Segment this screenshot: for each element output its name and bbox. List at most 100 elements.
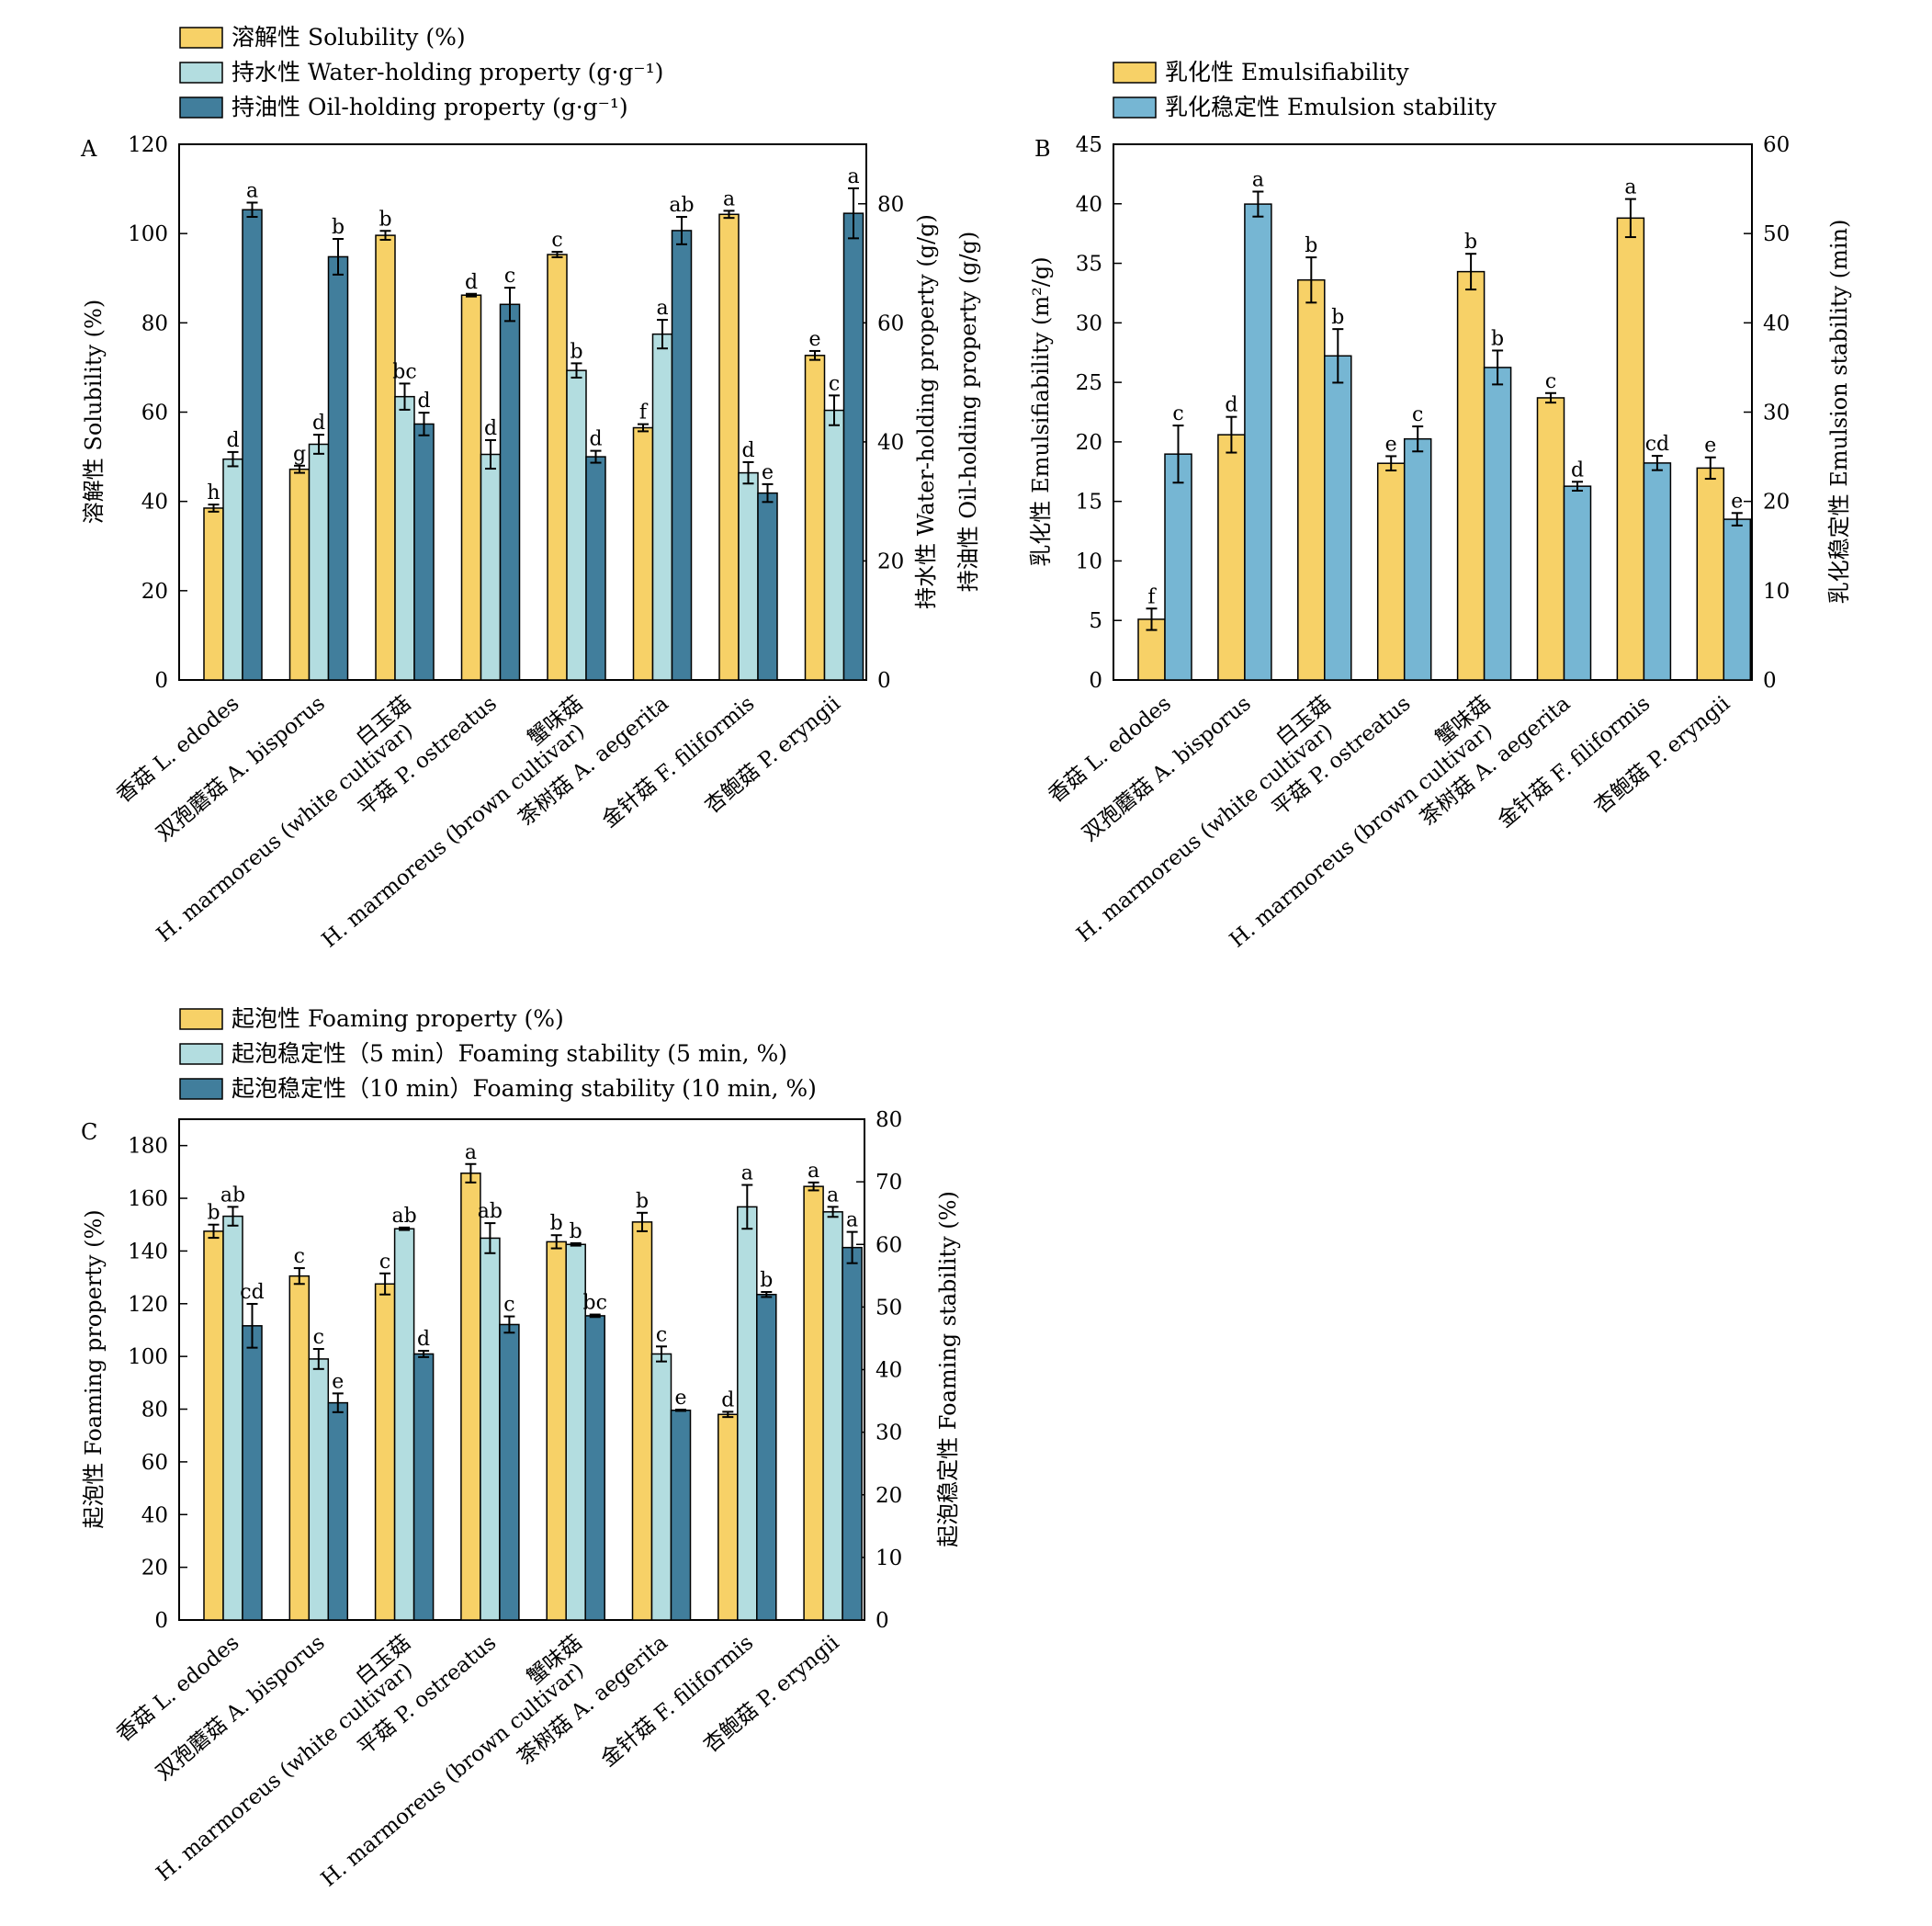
category-label: 杏鲍菇 P. eryngii <box>1590 692 1734 819</box>
legend-label: 持水性 Water-holding property (g·g⁻¹) <box>232 59 663 85</box>
right-tick-label: 10 <box>876 1546 902 1570</box>
y-axis-right-label: 持油性 Oil-holding property (g/g) <box>955 232 981 593</box>
significance-letter: a <box>656 297 668 320</box>
bar <box>1217 434 1246 681</box>
bar <box>1164 453 1192 681</box>
significance-letter: h <box>207 482 220 504</box>
significance-letter: a <box>846 1209 858 1232</box>
bar <box>1563 485 1592 681</box>
bar <box>738 471 759 681</box>
significance-letter: c <box>503 1294 514 1317</box>
legend-swatch <box>179 27 223 49</box>
left-tick-label: 0 <box>154 1609 168 1633</box>
bar <box>756 1294 777 1621</box>
bar <box>413 423 435 681</box>
bar <box>1643 462 1672 681</box>
chart-panel-c: 起泡性 Foaming property (%) 起泡稳定性（5 min）Foam… <box>81 1005 961 1892</box>
legend-label: 乳化稳定性 Emulsion stability <box>1165 94 1497 120</box>
bar <box>394 395 415 681</box>
left-tick-label: 80 <box>141 312 168 335</box>
panel-label: B <box>1034 136 1051 162</box>
left-tick-label: 120 <box>128 1293 168 1317</box>
right-tick-label: 40 <box>877 431 904 455</box>
left-tick-label: 80 <box>141 1399 168 1422</box>
right-tick-label: 50 <box>876 1296 902 1320</box>
significance-letter: d <box>484 417 497 440</box>
significance-letter: e <box>674 1387 686 1410</box>
bar <box>804 355 826 681</box>
significance-letter: e <box>808 328 820 351</box>
bar <box>671 230 693 681</box>
legend-label: 持油性 Oil-holding property (g·g⁻¹) <box>232 94 628 120</box>
significance-letter: b <box>1331 306 1344 329</box>
bar <box>374 1283 396 1621</box>
bar <box>412 1353 435 1621</box>
bar <box>1696 467 1725 681</box>
significance-letter: a <box>1624 176 1636 199</box>
legend-swatch <box>179 62 223 84</box>
bar <box>499 1323 520 1621</box>
bar <box>822 1211 843 1621</box>
bar <box>585 456 606 681</box>
bar <box>327 255 349 681</box>
significance-letter: d <box>1225 394 1237 417</box>
bar <box>375 234 396 681</box>
significance-letter: c <box>656 1323 667 1346</box>
bar <box>480 1237 501 1621</box>
left-tick-label: 160 <box>128 1187 168 1211</box>
significance-letter: b <box>570 340 582 363</box>
category-label: H. marmoreus (brown cultivar) <box>318 719 590 953</box>
significance-letter: d <box>1571 459 1584 482</box>
y-axis-left-label: 溶解性 Solubility (%) <box>81 300 107 524</box>
left-tick-label: 100 <box>128 1345 168 1369</box>
significance-letter: cd <box>1645 433 1669 456</box>
left-tick-label: 120 <box>128 133 168 157</box>
right-tick-label: 0 <box>1763 669 1777 693</box>
left-tick-label: 35 <box>1076 253 1102 277</box>
left-tick-label: 25 <box>1076 371 1102 395</box>
category-label: 金针菇 F. filiformis <box>596 1631 758 1772</box>
significance-letter: ab <box>478 1200 503 1223</box>
category-label: H. marmoreus (brown cultivar) <box>317 1659 589 1892</box>
left-tick-label: 15 <box>1076 491 1102 515</box>
significance-letter: d <box>741 439 754 462</box>
left-tick-label: 60 <box>141 402 168 425</box>
bar <box>1403 437 1432 681</box>
bar <box>393 1228 415 1621</box>
bar <box>1536 397 1565 681</box>
legend-label: 起泡稳定性（5 min）Foaming stability (5 min, %) <box>232 1040 787 1067</box>
right-tick-label: 40 <box>876 1359 902 1383</box>
right-tick-label: 70 <box>876 1171 902 1195</box>
significance-letter: e <box>332 1370 344 1393</box>
bar <box>757 492 778 681</box>
right-tick-label: 80 <box>876 1108 902 1132</box>
left-tick-label: 0 <box>1089 669 1102 693</box>
legend-label: 溶解性 Solubility (%) <box>232 24 466 51</box>
legend-label: 起泡性 Foaming property (%) <box>232 1005 564 1032</box>
significance-letter: d <box>417 390 430 413</box>
significance-letter: c <box>1412 403 1423 426</box>
significance-letter: b <box>378 208 391 231</box>
significance-letter: e <box>1385 433 1397 456</box>
chart-panel-b: 乳化性 Emulsifiability 乳化稳定性 Emulsion stabil… <box>1028 59 1852 953</box>
significance-letter: b <box>1491 327 1504 350</box>
right-tick-label: 20 <box>877 549 904 573</box>
left-tick-label: 20 <box>141 580 168 604</box>
significance-letter: b <box>636 1190 649 1213</box>
bar <box>842 212 864 681</box>
bar <box>1376 462 1406 681</box>
right-tick-label: 30 <box>876 1422 902 1445</box>
significance-letter: ab <box>220 1184 245 1207</box>
significance-letter: a <box>246 179 258 202</box>
left-tick-label: 40 <box>1076 193 1102 217</box>
significance-letter: a <box>741 1162 753 1185</box>
bar <box>546 1241 567 1621</box>
bar <box>547 254 568 681</box>
bar <box>288 468 311 681</box>
significance-letter: cd <box>240 1281 264 1304</box>
significance-letter: bc <box>392 360 416 383</box>
bar <box>803 1185 824 1621</box>
panel-label: A <box>80 136 97 162</box>
significance-letter: b <box>1305 234 1317 257</box>
